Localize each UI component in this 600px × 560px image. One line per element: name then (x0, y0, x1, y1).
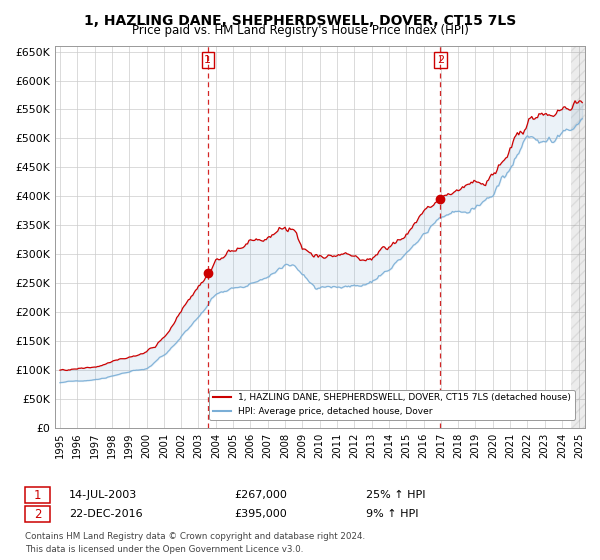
Bar (571, 46, 584, 428)
Text: 22-DEC-2016: 22-DEC-2016 (69, 509, 143, 519)
Text: 14-JUL-2003: 14-JUL-2003 (69, 490, 137, 500)
Text: £395,000: £395,000 (234, 509, 287, 519)
Text: 2: 2 (34, 507, 41, 521)
Text: 2: 2 (437, 55, 444, 66)
Text: 1: 1 (34, 488, 41, 502)
Text: 25% ↑ HPI: 25% ↑ HPI (366, 490, 425, 500)
Legend: 1, HAZLING DANE, SHEPHERDSWELL, DOVER, CT15 7LS (detached house), HPI: Average p: 1, HAZLING DANE, SHEPHERDSWELL, DOVER, C… (209, 390, 575, 419)
Text: £267,000: £267,000 (234, 490, 287, 500)
Text: Price paid vs. HM Land Registry's House Price Index (HPI): Price paid vs. HM Land Registry's House … (131, 24, 469, 36)
Text: 1, HAZLING DANE, SHEPHERDSWELL, DOVER, CT15 7LS: 1, HAZLING DANE, SHEPHERDSWELL, DOVER, C… (84, 14, 516, 28)
Text: Contains HM Land Registry data © Crown copyright and database right 2024.
This d: Contains HM Land Registry data © Crown c… (25, 533, 365, 554)
Text: 1: 1 (204, 55, 211, 66)
Text: 9% ↑ HPI: 9% ↑ HPI (366, 509, 419, 519)
